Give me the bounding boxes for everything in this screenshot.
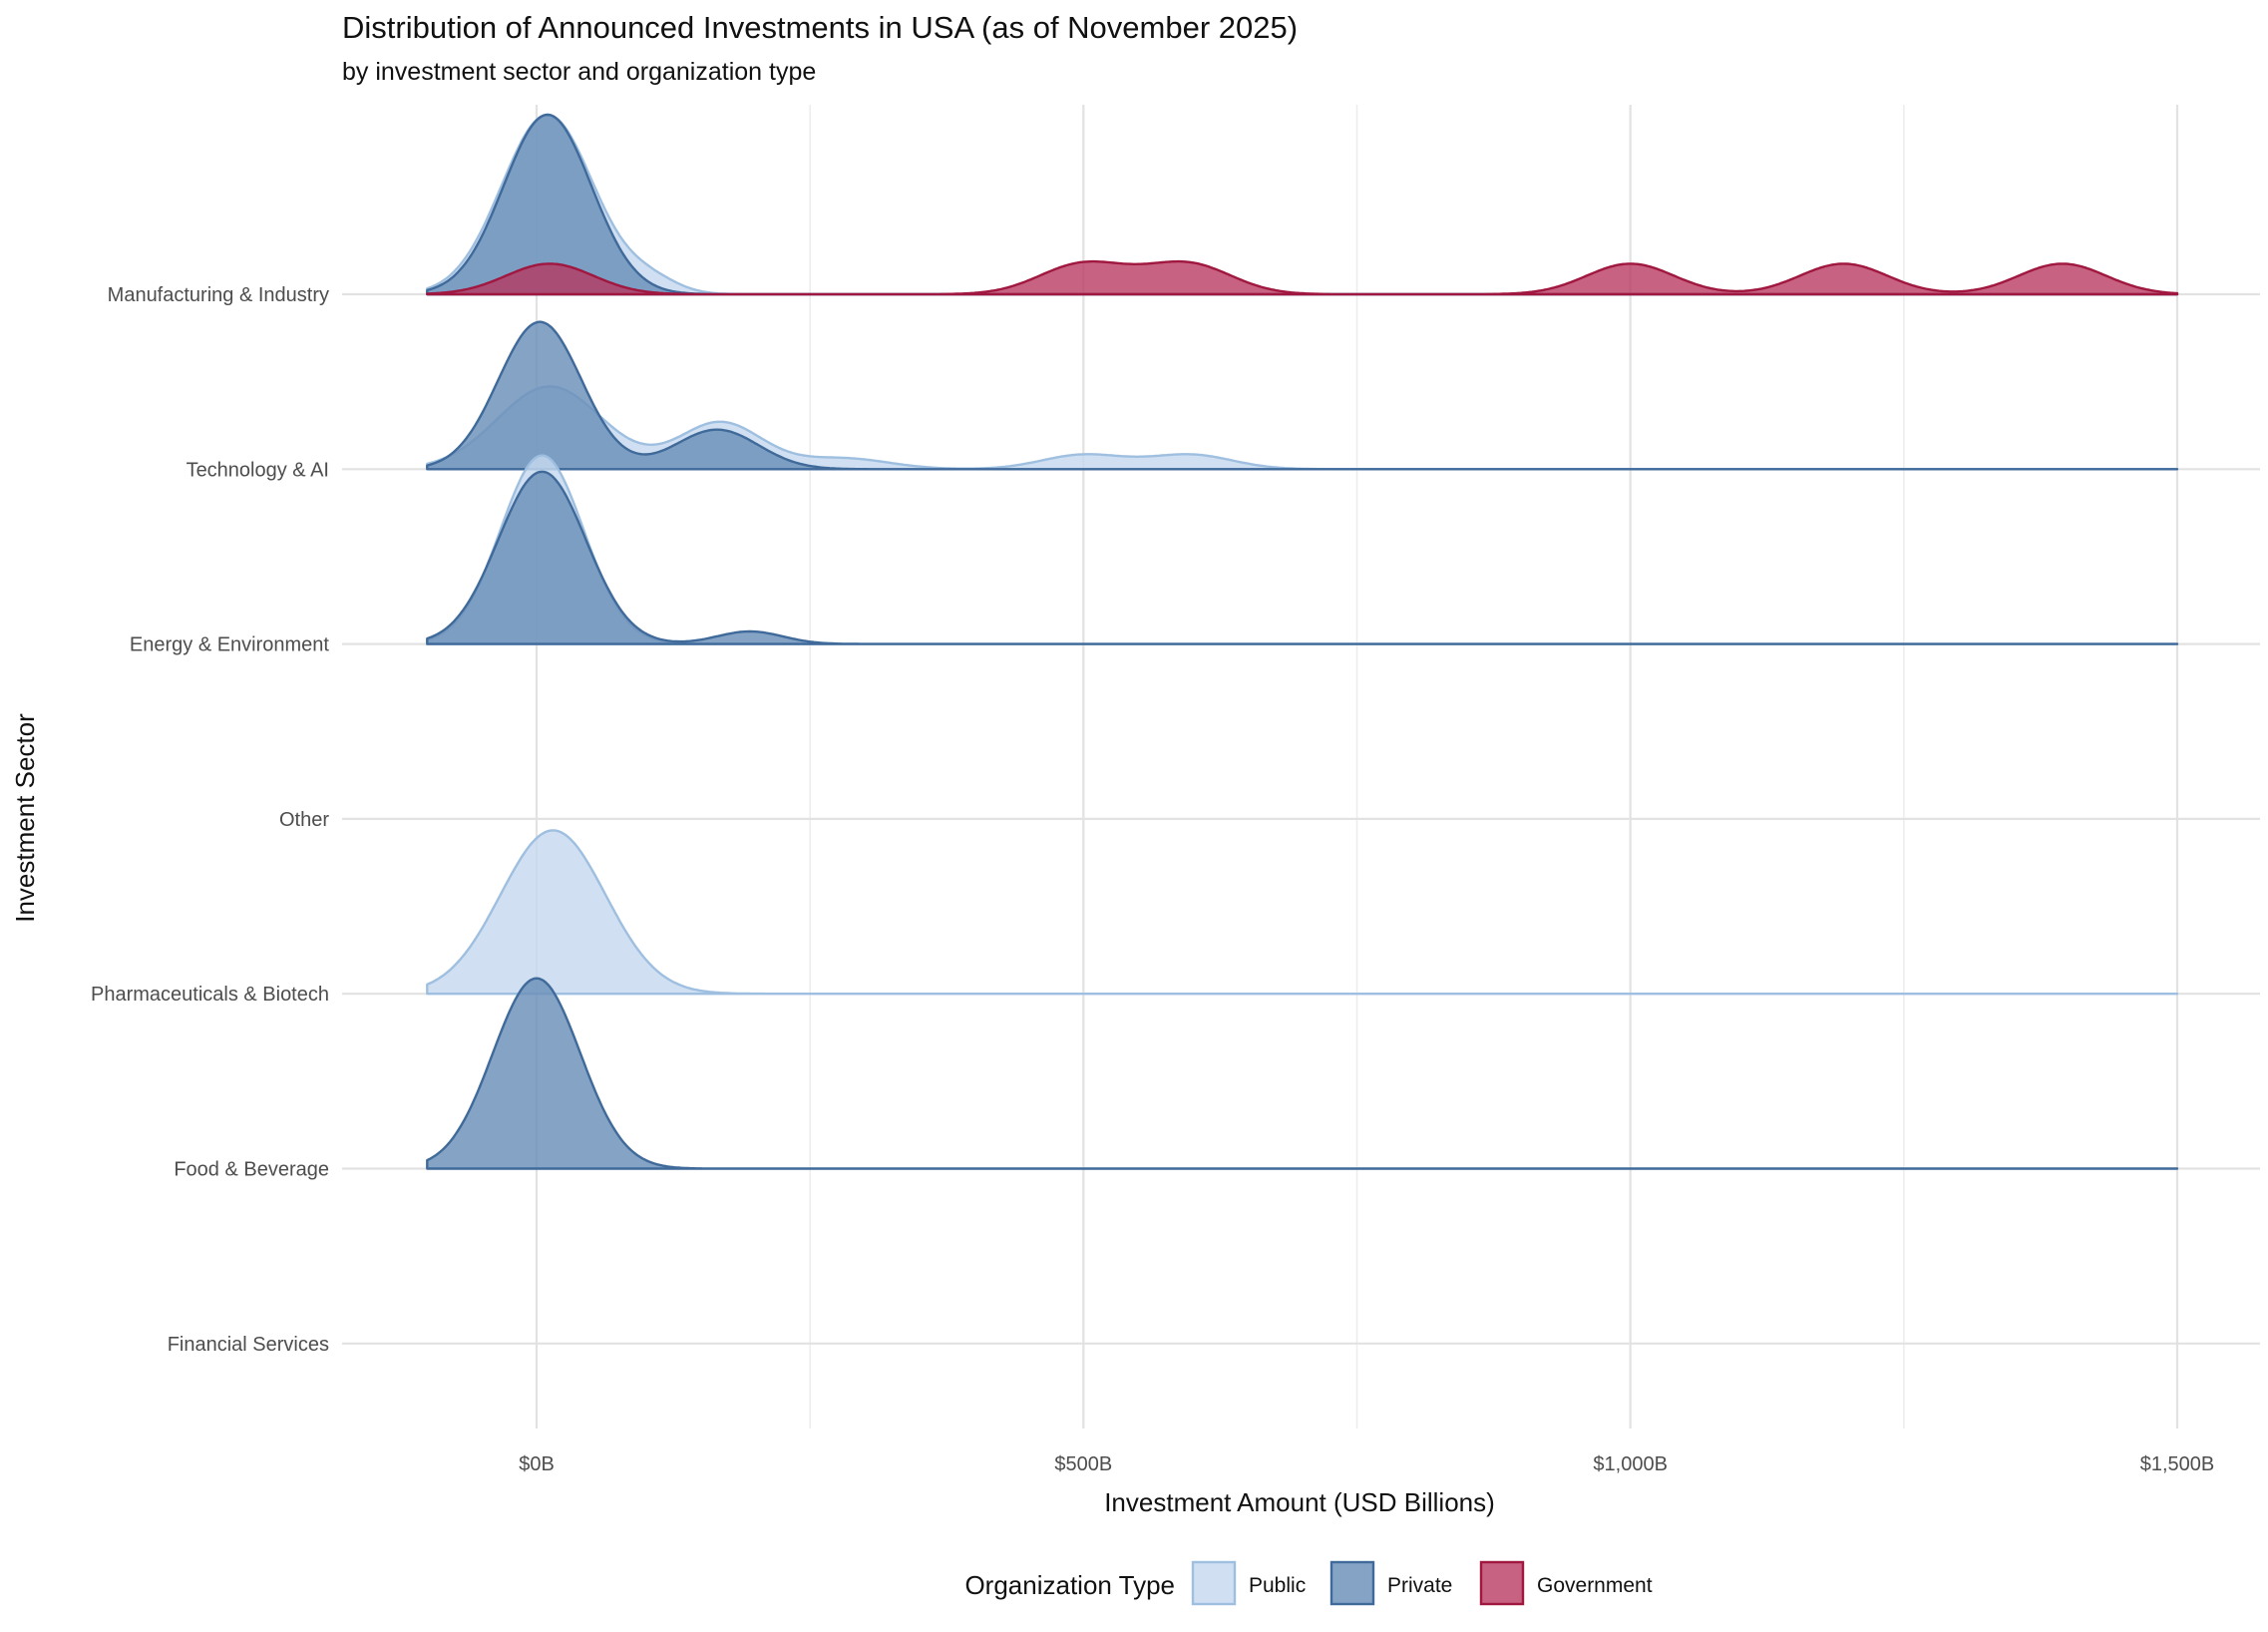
legend-key-government	[1479, 1560, 1525, 1606]
y-tick-manufacturing-and-industry: Manufacturing & Industry	[108, 284, 329, 306]
ridge-manufacturing-and-industry-government	[426, 259, 2179, 296]
y-axis-title: Investment Sector	[10, 713, 40, 923]
y-tick-labels: Manufacturing & Industry Technology & AI E…	[91, 284, 329, 1356]
x-tick-label: $500B	[1054, 1453, 1112, 1475]
x-tick-labels: $0B $500B $1,000B $1,500B	[519, 1453, 2214, 1475]
ridge-manufacturing-and-industry-public	[426, 113, 2179, 296]
x-tick-label: $1,500B	[2140, 1453, 2215, 1475]
legend-label-private: Private	[1387, 1574, 1452, 1597]
legend: Organization Type Public Private Governmen…	[964, 1560, 1653, 1606]
chart-subtitle: by investment sector and organization ty…	[342, 58, 817, 86]
legend-key-private	[1329, 1560, 1375, 1606]
legend-key-public	[1191, 1560, 1237, 1606]
x-axis-title: Investment Amount (USD Billions)	[1104, 1487, 1495, 1517]
y-tick-financial-services: Financial Services	[168, 1334, 329, 1356]
ridge-pharmaceuticals-and-biotech-public	[426, 829, 2179, 996]
grid	[342, 105, 2260, 1428]
y-tick-pharmaceuticals-and-biotech: Pharmaceuticals & Biotech	[91, 984, 329, 1006]
legend-title: Organization Type	[964, 1570, 1175, 1600]
ridge-energy-and-environment-private	[426, 470, 2179, 645]
ridge-manufacturing-and-industry-private	[426, 113, 2179, 296]
y-tick-energy-and-environment: Energy & Environment	[130, 634, 330, 656]
chart-title: Distribution of Announced Investments in…	[342, 10, 1299, 45]
x-tick-label: $1,000B	[1593, 1453, 1668, 1475]
legend-label-public: Public	[1249, 1574, 1306, 1597]
y-tick-technology-and-ai: Technology & AI	[187, 459, 329, 481]
ridge-technology-and-ai-private	[426, 320, 2179, 471]
y-tick-other: Other	[279, 809, 329, 831]
ridges	[426, 113, 2179, 1170]
ridge-food-and-beverage-private	[426, 977, 2179, 1170]
legend-label-government: Government	[1537, 1574, 1653, 1597]
ridge-energy-and-environment-public	[426, 454, 2179, 645]
x-tick-label: $0B	[519, 1453, 555, 1475]
y-tick-food-and-beverage: Food & Beverage	[174, 1159, 329, 1181]
